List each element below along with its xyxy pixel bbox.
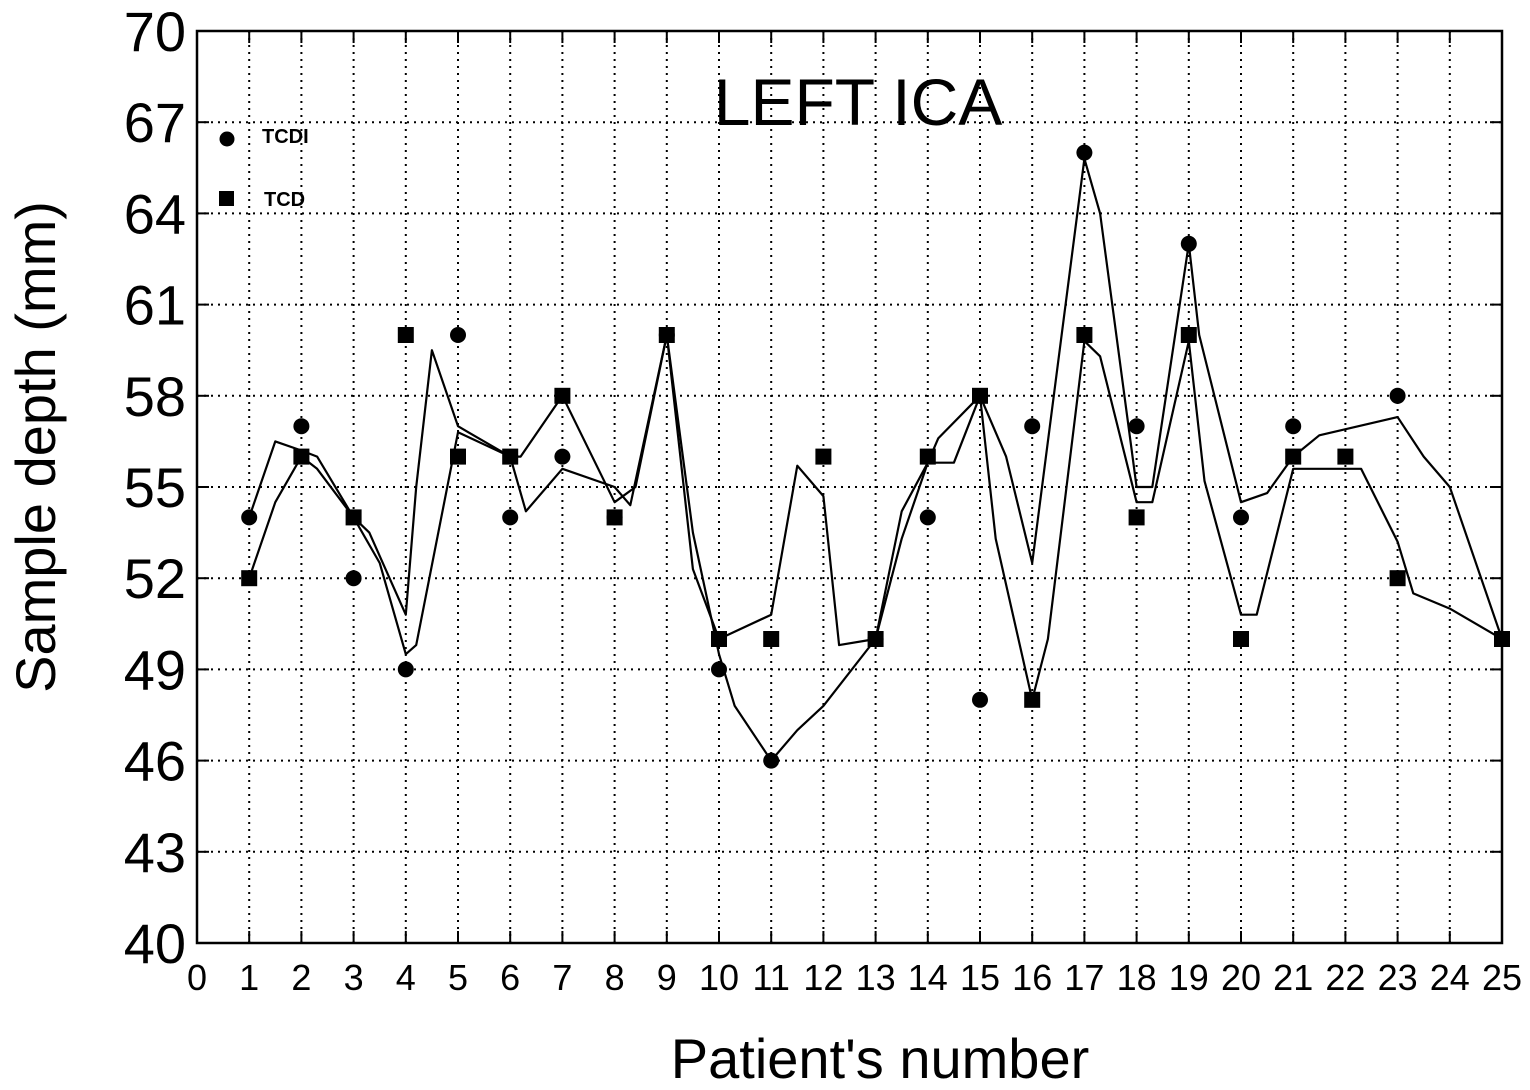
x-tick-label: 2 (291, 957, 311, 998)
legend-marker-tcdi (219, 131, 235, 147)
y-tick-label: 52 (124, 547, 186, 610)
data-point-tcd (1337, 448, 1354, 465)
x-tick-label: 6 (500, 957, 520, 998)
y-tick-label: 70 (124, 0, 186, 63)
data-point-tcd (815, 448, 832, 465)
data-point-tcd (241, 570, 258, 587)
x-tick-label: 23 (1378, 957, 1418, 998)
data-point-tcd (1494, 631, 1510, 647)
data-point-tcdi (763, 752, 780, 769)
axis-ticks (196, 30, 1503, 944)
x-tick-label: 8 (605, 957, 625, 998)
data-point-tcdi (1076, 144, 1093, 161)
x-tick-labels: 0 1 2 3 4 5 6 7 8 9 10 11 12 13 14 15 16 17 18 19 20 21 22 23 24… (187, 957, 1522, 998)
series-markers (241, 144, 1510, 769)
data-point-tcd (554, 387, 571, 404)
series-line-tcdi (248, 157, 1504, 762)
x-tick-label: 12 (803, 957, 843, 998)
data-point-tcd (1128, 509, 1145, 526)
data-point-tcdi (1128, 418, 1145, 435)
data-point-tcd (658, 327, 675, 343)
y-tick-label: 55 (124, 456, 186, 519)
x-tick-label: 3 (344, 957, 364, 998)
data-point-tcdi (1233, 509, 1249, 526)
data-point-tcd (293, 448, 310, 465)
x-tick-label: 7 (552, 957, 572, 998)
data-point-tcd (502, 448, 519, 465)
data-point-tcd (606, 509, 623, 526)
legend-label-tcdi: TCDI (262, 126, 309, 148)
y-tick-label: 46 (124, 730, 186, 793)
series-line-tcd (248, 333, 1503, 701)
chart-title: LEFT ICA (714, 65, 1003, 139)
data-point-tcd (972, 387, 988, 404)
series-curves (248, 157, 1504, 762)
data-point-tcdi (1285, 418, 1302, 435)
data-point-tcdi (919, 509, 936, 526)
data-point-tcdi (1389, 387, 1406, 404)
x-tick-label: 16 (1012, 957, 1052, 998)
data-point-tcd (1389, 570, 1406, 587)
y-tick-label: 49 (124, 638, 186, 701)
legend: TCDI TCD (219, 126, 309, 211)
data-point-tcd (345, 509, 362, 526)
data-point-tcdi (345, 570, 362, 587)
x-tick-label: 25 (1482, 957, 1522, 998)
data-point-tcd (867, 631, 884, 647)
x-tick-label: 14 (908, 957, 948, 998)
data-point-tcd (1180, 327, 1197, 343)
data-point-tcd (1024, 691, 1041, 708)
x-tick-label: 1 (239, 957, 259, 998)
legend-label-tcd: TCD (264, 189, 305, 211)
data-point-tcd (450, 448, 466, 465)
y-tick-labels: 40 43 46 49 52 55 58 61 64 67 70 (124, 0, 186, 975)
x-tick-label: 5 (448, 957, 468, 998)
data-point-tcdi (241, 509, 258, 526)
data-point-tcd (763, 631, 780, 647)
y-tick-label: 58 (124, 365, 186, 428)
data-point-tcdi (972, 691, 988, 708)
data-point-tcd (1285, 448, 1302, 465)
x-axis-title: Patient's number (671, 1027, 1089, 1090)
x-tick-label: 15 (960, 957, 1000, 998)
x-tick-label: 11 (753, 957, 790, 998)
x-tick-label: 17 (1064, 957, 1104, 998)
data-point-tcd (711, 631, 727, 647)
data-point-tcdi (293, 418, 310, 435)
x-tick-label: 0 (187, 957, 207, 998)
y-tick-label: 43 (124, 821, 186, 884)
data-point-tcdi (1180, 235, 1197, 252)
data-point-tcdi (397, 661, 414, 678)
y-tick-label: 61 (124, 274, 186, 337)
y-tick-label: 40 (124, 912, 186, 975)
y-tick-label: 64 (124, 182, 186, 245)
x-tick-label: 13 (856, 957, 896, 998)
data-point-tcd (397, 327, 414, 343)
data-point-tcdi (450, 327, 466, 343)
data-point-tcdi (502, 509, 519, 526)
x-tick-label: 18 (1117, 957, 1157, 998)
x-tick-label: 9 (657, 957, 677, 998)
data-point-tcd (1233, 631, 1249, 647)
x-tick-label: 24 (1430, 957, 1470, 998)
data-point-tcd (1076, 327, 1093, 343)
data-point-tcdi (711, 661, 727, 678)
x-tick-label: 4 (396, 957, 416, 998)
y-axis-title: Sample depth (mm) (4, 201, 67, 693)
x-tick-label: 20 (1221, 957, 1261, 998)
data-point-tcd (919, 448, 936, 465)
x-tick-label: 10 (699, 957, 739, 998)
data-point-tcdi (554, 448, 571, 465)
x-tick-label: 22 (1325, 957, 1365, 998)
data-point-tcdi (1024, 418, 1041, 435)
x-tick-label: 19 (1169, 957, 1209, 998)
grid (197, 31, 1502, 943)
legend-marker-tcd (219, 191, 234, 206)
x-tick-label: 21 (1273, 957, 1313, 998)
y-tick-label: 67 (124, 91, 186, 154)
